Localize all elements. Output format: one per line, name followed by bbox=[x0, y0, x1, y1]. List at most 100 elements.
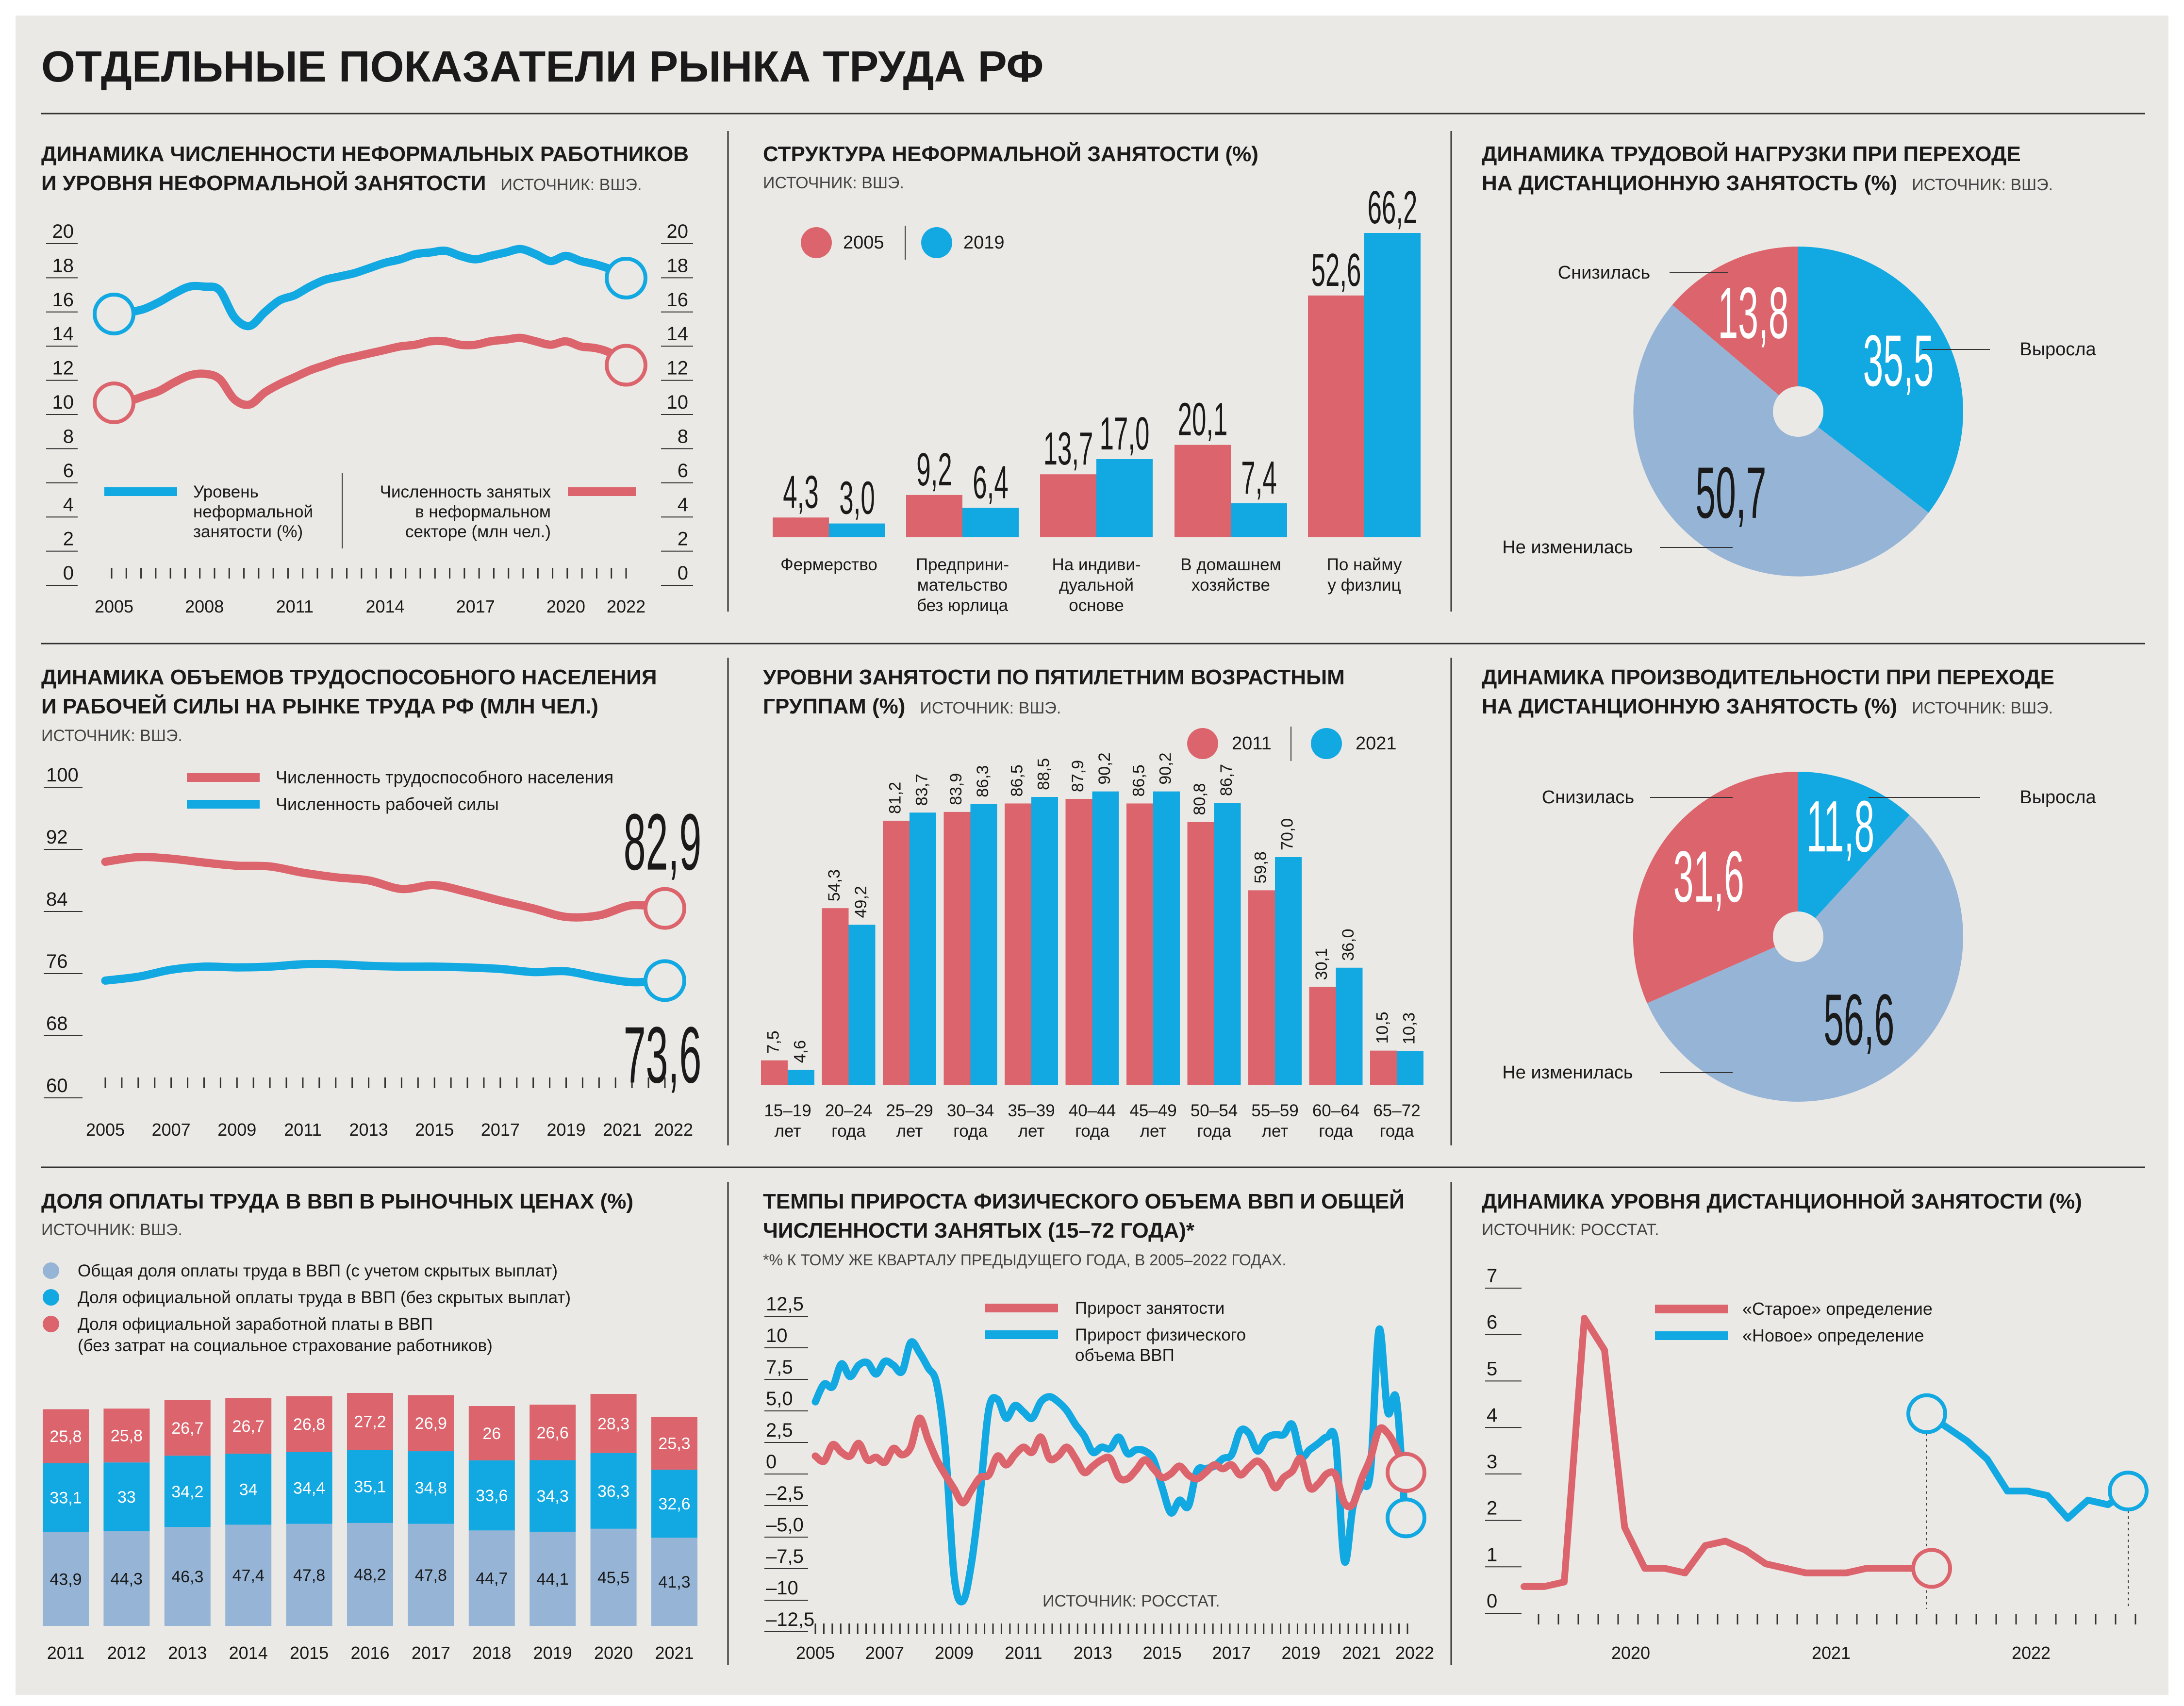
series-end-value: 82,9 bbox=[624, 797, 702, 887]
stack-segment-top bbox=[408, 1395, 454, 1452]
bar-2019 bbox=[1096, 459, 1153, 537]
panel-title-line2: И РАБОЧЕЙ СИЛЫ НА РЫНКЕ ТРУДА РФ (МЛН ЧЕ… bbox=[41, 694, 598, 718]
stack-segment-base bbox=[43, 1532, 89, 1626]
bar-2011 bbox=[1370, 1050, 1397, 1085]
panel-title-line1: УРОВНИ ЗАНЯТОСТИ ПО ПЯТИЛЕТНИМ ВОЗРАСТНЫ… bbox=[763, 665, 1345, 689]
stack-value-label: 47,8 bbox=[293, 1566, 325, 1585]
series-line-0 bbox=[1521, 1315, 1930, 1590]
pie-slice bbox=[1672, 247, 1798, 412]
bar-2021 bbox=[910, 812, 936, 1085]
series-end-value: 73,6 bbox=[624, 1010, 702, 1100]
stack-value-label: 47,8 bbox=[415, 1566, 447, 1585]
bar-2005 bbox=[1040, 474, 1096, 537]
y-tick-label: 7,5 bbox=[766, 1357, 793, 1378]
stack-value-label: 34 bbox=[239, 1480, 258, 1499]
stack-segment-base bbox=[651, 1538, 697, 1626]
bar-2019 bbox=[829, 523, 885, 537]
bar-2011 bbox=[883, 820, 910, 1085]
stack-value-label: 44,1 bbox=[537, 1570, 569, 1589]
legend-dot bbox=[43, 1316, 59, 1332]
pie-value-label: 50,7 bbox=[1695, 453, 1766, 534]
bar-2011 bbox=[1187, 822, 1214, 1085]
category-label: лет bbox=[1018, 1122, 1045, 1141]
y-tick-label-left: 0 bbox=[63, 563, 74, 584]
category-label: 60–64 bbox=[1312, 1101, 1359, 1120]
stack-value-label: 35,1 bbox=[354, 1477, 386, 1496]
panel-title-line2: НА ДИСТАНЦИОННУЮ ЗАНЯТОСТЬ (%) bbox=[1482, 171, 1897, 195]
series-line-1 bbox=[101, 960, 669, 987]
panel-source: ИСТОЧНИК: ВШЭ. bbox=[920, 699, 1061, 717]
legend-dot-2005 bbox=[801, 227, 832, 258]
y-tick-label: 5 bbox=[1487, 1358, 1497, 1379]
stack-segment-mid bbox=[468, 1460, 515, 1531]
series-end-marker-1 bbox=[644, 959, 686, 1002]
category-label: 20–24 bbox=[825, 1101, 872, 1120]
category-label: 30–34 bbox=[947, 1101, 994, 1120]
y-tick-label: 3 bbox=[1487, 1451, 1497, 1473]
panel-title-line1: СТРУКТУРА НЕФОРМАЛЬНОЙ ЗАНЯТОСТИ (%) bbox=[763, 141, 1258, 166]
panel-title-line2: ГРУППАМ (%) bbox=[763, 695, 905, 718]
category-label: 2014 bbox=[229, 1643, 268, 1663]
series-start-marker-0 bbox=[93, 292, 135, 335]
category-label: года bbox=[1075, 1122, 1109, 1141]
bar-value-label: 36,0 bbox=[1339, 929, 1357, 961]
stack-segment-base bbox=[590, 1528, 637, 1626]
category-label: 2012 bbox=[107, 1643, 146, 1663]
stack-segment-base bbox=[103, 1531, 150, 1626]
bar-value-label: 52,6 bbox=[1311, 244, 1361, 296]
y-tick-label-left: 10 bbox=[52, 392, 74, 413]
stack-value-label: 26,8 bbox=[293, 1415, 325, 1434]
bar-value-label: 86,7 bbox=[1217, 764, 1236, 796]
stack-value-label: 36,3 bbox=[597, 1482, 629, 1501]
y-tick-label: 7 bbox=[1487, 1265, 1497, 1287]
series-end-marker-red bbox=[1386, 1452, 1426, 1493]
series-end-marker-0 bbox=[605, 257, 647, 300]
y-tick-label: 0 bbox=[1487, 1590, 1497, 1612]
bar-value-label: 81,2 bbox=[886, 782, 904, 814]
stack-segment-base bbox=[468, 1530, 515, 1626]
category-label: 40–44 bbox=[1069, 1101, 1116, 1120]
y-tick-label-left: 12 bbox=[52, 358, 74, 379]
series-start-marker-1 bbox=[93, 381, 135, 424]
stack-value-label: 26,7 bbox=[232, 1417, 265, 1436]
stack-value-label: 28,3 bbox=[597, 1415, 629, 1433]
panel-source: ИСТОЧНИК: ВШЭ. bbox=[1912, 176, 2053, 194]
x-tick-label: 2005 bbox=[796, 1643, 835, 1663]
stack-segment-top bbox=[468, 1406, 515, 1460]
stack-segment-base bbox=[529, 1531, 576, 1626]
category-label: По найму bbox=[1327, 555, 1402, 574]
pie-category-label: Снизилась bbox=[1558, 263, 1650, 283]
stack-value-label: 33 bbox=[117, 1488, 136, 1507]
category-label: хозяйстве bbox=[1191, 576, 1270, 595]
series-end-marker-blue bbox=[2108, 1471, 2149, 1512]
legend-label: Доля официальной заработной платы в ВВП bbox=[78, 1315, 433, 1334]
x-tick-label: 2022 bbox=[607, 596, 645, 616]
stack-segment-top bbox=[590, 1394, 637, 1453]
y-tick-label-left: 6 bbox=[63, 460, 74, 481]
x-tick-label: 2015 bbox=[415, 1120, 454, 1140]
stack-segment-top bbox=[225, 1398, 272, 1454]
y-tick-label: 92 bbox=[46, 827, 68, 848]
pie-category-label: Выросла bbox=[2019, 339, 2096, 360]
bar-2021 bbox=[970, 804, 997, 1085]
page-title: ОТДЕЛЬНЫЕ ПОКАЗАТЕЛИ РЫНКА ТРУДА РФ bbox=[41, 43, 1043, 91]
pie-category-label: Не изменилась bbox=[1502, 1062, 1633, 1083]
bar-value-label: 80,8 bbox=[1191, 783, 1209, 815]
pie-category-label: Снизилась bbox=[1542, 787, 1634, 808]
y-tick-label-right: 14 bbox=[667, 323, 689, 345]
series-line-red bbox=[811, 1414, 1409, 1510]
stack-value-label: 45,5 bbox=[597, 1569, 629, 1587]
bar-2019 bbox=[962, 508, 1019, 537]
stack-segment-base bbox=[286, 1524, 332, 1626]
pie-slice bbox=[1798, 247, 1964, 513]
x-tick-label: 2017 bbox=[481, 1120, 520, 1140]
bar-value-label: 86,3 bbox=[974, 765, 992, 797]
bar-2011 bbox=[822, 908, 849, 1085]
x-tick-label: 2022 bbox=[2012, 1643, 2051, 1663]
panel-employment-by-age: УРОВНИ ЗАНЯТОСТИ ПО ПЯТИЛЕТНИМ ВОЗРАСТНЫ… bbox=[761, 665, 1423, 1141]
panel-source: ИСТОЧНИК: ВШЭ. bbox=[41, 1221, 182, 1239]
legend-label-2021: 2021 bbox=[1356, 733, 1397, 754]
series-line-0 bbox=[101, 853, 669, 922]
legend-label-red: секторе (млн чел.) bbox=[405, 522, 551, 541]
stack-segment-top bbox=[651, 1417, 697, 1470]
